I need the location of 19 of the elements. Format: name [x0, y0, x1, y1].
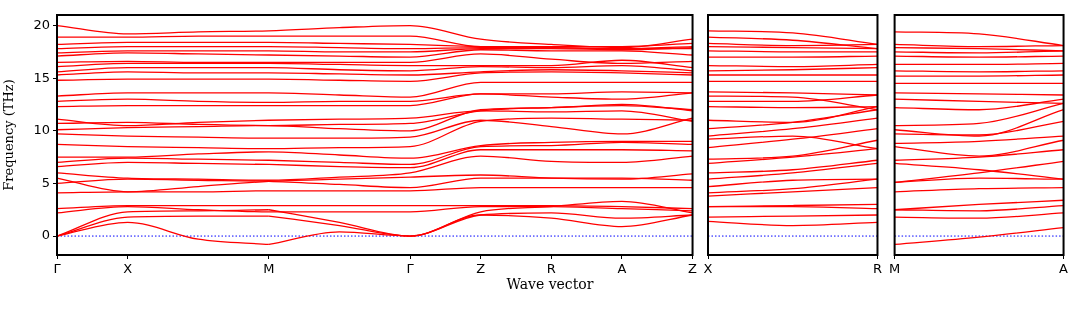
x-tick-label: Γ — [53, 261, 62, 277]
x-tick-label: X — [703, 261, 713, 277]
x-tick-label: M — [263, 261, 275, 277]
x-tick-label: M — [889, 261, 901, 277]
y-tick-label: 0 — [41, 227, 50, 243]
x-tick-label: X — [123, 261, 133, 277]
x-tick-label: Γ — [406, 261, 415, 277]
x-tick-label: A — [617, 261, 627, 277]
x-axis-title: Wave vector — [505, 276, 595, 292]
x-tick-label: R — [872, 261, 883, 277]
x-tick-label: Z — [688, 261, 698, 277]
x-tick-label: Z — [476, 261, 486, 277]
y-tick-label: 20 — [33, 16, 50, 32]
y-tick-label: 10 — [33, 122, 50, 138]
x-tick-label: R — [546, 261, 556, 277]
y-axis-title: Frequency (THz) — [1, 79, 17, 191]
x-tick-label: A — [1059, 261, 1069, 277]
y-tick-label: 15 — [33, 69, 50, 85]
y-tick-label: 5 — [41, 174, 50, 190]
